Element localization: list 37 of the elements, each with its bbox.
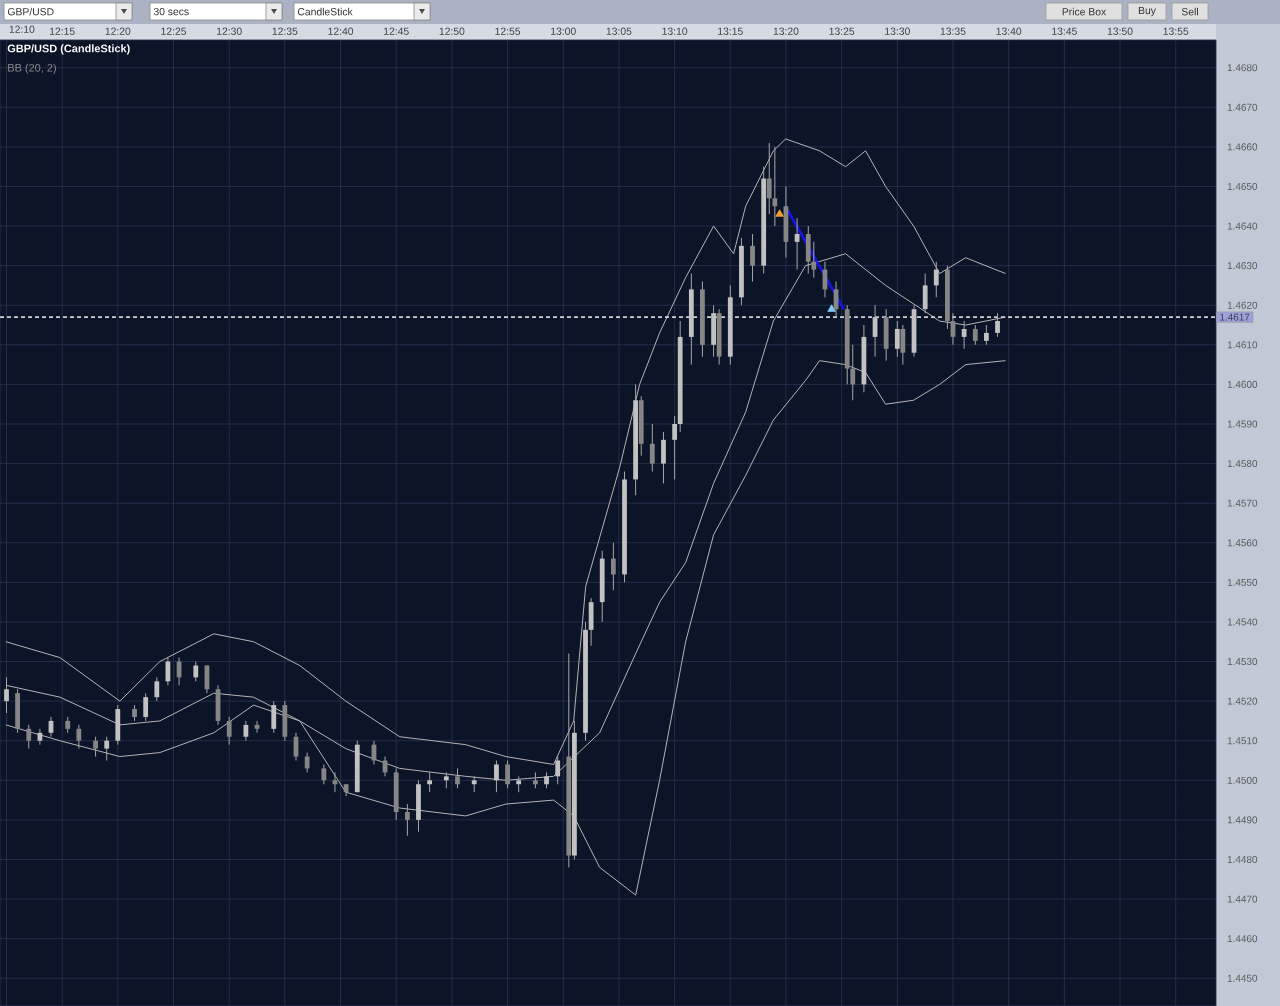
candlestick bbox=[321, 763, 327, 785]
candlestick bbox=[894, 320, 900, 358]
candlestick bbox=[922, 273, 928, 314]
candlestick bbox=[933, 261, 939, 298]
candlestick bbox=[76, 724, 82, 750]
candlestick bbox=[15, 688, 20, 734]
candlestick bbox=[961, 320, 967, 350]
candlestick bbox=[883, 308, 889, 362]
candlestick bbox=[599, 550, 605, 623]
candlestick bbox=[983, 324, 989, 346]
candlestick bbox=[972, 324, 978, 346]
candlestick bbox=[26, 724, 32, 750]
candlestick bbox=[193, 661, 199, 682]
candlestick bbox=[416, 779, 421, 833]
candlestick bbox=[900, 324, 906, 366]
candlestick bbox=[661, 431, 666, 484]
candlestick bbox=[711, 304, 716, 358]
candlestick bbox=[610, 542, 616, 591]
candlestick bbox=[93, 736, 98, 758]
candlestick bbox=[688, 273, 694, 366]
candlestick bbox=[794, 217, 800, 271]
candlestick bbox=[304, 752, 310, 773]
candlestick bbox=[226, 716, 232, 746]
candlestick bbox=[104, 736, 110, 762]
candlestick bbox=[282, 700, 288, 742]
candlestick bbox=[243, 720, 249, 742]
candlestick bbox=[638, 395, 644, 457]
candlestick bbox=[404, 803, 410, 837]
candlestick bbox=[716, 308, 722, 366]
candlestick bbox=[772, 146, 778, 227]
candlestick bbox=[271, 700, 277, 734]
candlestick bbox=[143, 692, 149, 722]
candlestick bbox=[649, 423, 655, 472]
candlestick bbox=[154, 676, 160, 702]
candlestick bbox=[995, 312, 1000, 338]
candlestick bbox=[115, 704, 121, 746]
candlestick bbox=[750, 233, 755, 282]
